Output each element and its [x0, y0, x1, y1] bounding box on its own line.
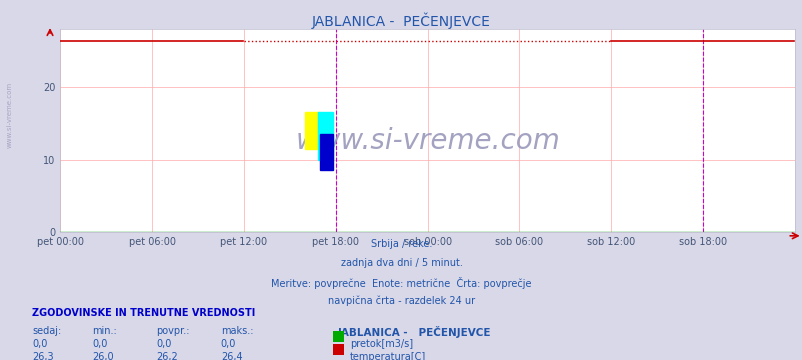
- Text: 26,3: 26,3: [32, 352, 54, 360]
- Text: 26,0: 26,0: [92, 352, 114, 360]
- Text: min.:: min.:: [92, 326, 117, 336]
- Text: www.si-vreme.com: www.si-vreme.com: [295, 127, 559, 155]
- Text: ZGODOVINSKE IN TRENUTNE VREDNOSTI: ZGODOVINSKE IN TRENUTNE VREDNOSTI: [32, 308, 255, 318]
- Text: 0,0: 0,0: [32, 339, 47, 349]
- Bar: [318, 112, 333, 159]
- Text: 0,0: 0,0: [221, 339, 236, 349]
- Text: JABLANICA -   PEČENJEVCE: JABLANICA - PEČENJEVCE: [337, 326, 490, 338]
- Text: 0,0: 0,0: [156, 339, 172, 349]
- Text: pretok[m3/s]: pretok[m3/s]: [350, 339, 413, 349]
- Text: Meritve: povprečne  Enote: metrične  Črta: povprečje: Meritve: povprečne Enote: metrične Črta:…: [271, 277, 531, 289]
- Text: JABLANICA -  PEČENJEVCE: JABLANICA - PEČENJEVCE: [312, 13, 490, 29]
- Text: Srbija / reke.: Srbija / reke.: [371, 239, 431, 249]
- Text: www.si-vreme.com: www.si-vreme.com: [6, 82, 13, 148]
- Text: 26,4: 26,4: [221, 352, 242, 360]
- Text: zadnja dva dni / 5 minut.: zadnja dva dni / 5 minut.: [340, 258, 462, 268]
- Bar: [320, 134, 333, 170]
- Text: navpična črta - razdelek 24 ur: navpična črta - razdelek 24 ur: [327, 296, 475, 306]
- Bar: [305, 112, 320, 149]
- Text: maks.:: maks.:: [221, 326, 253, 336]
- Text: sedaj:: sedaj:: [32, 326, 61, 336]
- Text: 0,0: 0,0: [92, 339, 107, 349]
- Text: 26,2: 26,2: [156, 352, 178, 360]
- Text: povpr.:: povpr.:: [156, 326, 190, 336]
- Text: temperatura[C]: temperatura[C]: [350, 352, 426, 360]
